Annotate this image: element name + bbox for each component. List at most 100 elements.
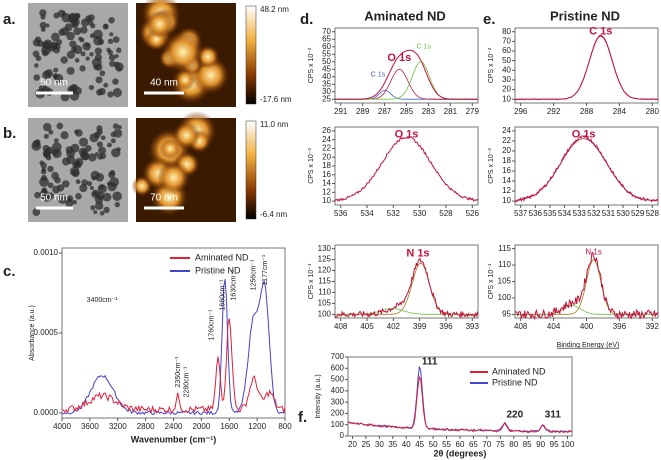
y-tick-label: 18 [502,156,511,165]
particle [61,11,66,16]
particle [88,153,97,162]
x-tick-label: 396 [439,322,453,331]
x-tick-label: 80 [509,440,518,449]
panel-label: b. [3,125,16,142]
particle [113,128,123,138]
particle [108,17,115,24]
particle [39,189,50,200]
y-tick-label: 95 [502,309,511,318]
colorbar [245,120,257,220]
x-tick-label: 85 [523,440,532,449]
y-tick-label: 100 [331,420,345,429]
y-tick-label: 20 [502,85,511,94]
y-tick-label: 600 [331,363,345,372]
y-tick-label: 120 [318,266,332,275]
x-tick-label: 532 [387,209,401,218]
y-axis-label: CPS x 10⁻² [308,47,315,83]
y-tick-label: 0.0000 [34,408,59,417]
y-tick-label: 20 [322,152,331,161]
x-tick-label: 3600 [81,422,99,431]
y-tick-label: 130 [318,244,332,253]
x-tick-label: 50 [429,440,438,449]
particle [102,23,109,30]
fit-component [335,68,478,100]
y-tick-label: 700 [331,352,345,361]
peak-label: O 1s [572,129,596,141]
particle [89,133,99,143]
y-tick-label: 200 [331,409,345,418]
afm-blob [159,138,181,160]
particle [74,58,80,63]
x-axis-label: Wavenumber (cm⁻¹) [131,434,216,444]
particle [107,38,114,45]
particle [113,61,120,68]
particle [60,56,68,64]
particle [52,148,62,159]
afm-blob [145,10,174,39]
x-tick-label: 408 [334,322,348,331]
particle [68,12,78,23]
x-tick-label: 65 [469,440,478,449]
particle [97,184,107,194]
scale-label: 50 nm [40,78,68,89]
y-axis-label: CPS x 10⁻¹ [488,263,495,299]
y-tick-label: 24 [502,126,511,135]
xps-spectrum [334,136,479,202]
particle [88,84,95,91]
y-tick-label: 0.0010 [34,248,59,257]
particle [32,50,40,58]
afm-blob [157,161,191,195]
y-tick-label: 400 [331,386,345,395]
particle [39,160,45,166]
particle [62,180,70,188]
particle [34,191,41,199]
y-tick-label: 35 [322,79,331,88]
particle [79,184,88,193]
x-tick-label: 393 [466,322,480,331]
y-tick-label: 50 [502,56,511,65]
y-tick-label: 22 [502,136,511,145]
x-tick-label: 408 [514,322,528,331]
x-tick-label: 40 [402,440,411,449]
colorbar-max: 11.0 nm [260,120,289,129]
particle [100,135,106,141]
y-tick-label: 500 [331,375,345,384]
particle [80,51,86,57]
ftir-pristine [62,279,286,416]
peak-label: O 1s [395,129,419,141]
particle [84,145,92,152]
particle [40,14,46,20]
particle [39,9,47,17]
particle [66,66,75,75]
fit-component [335,89,478,100]
peak-annotation: 1760cm⁻¹ [208,309,215,341]
particle [48,129,54,135]
particle [52,73,59,80]
scale-label: 40 nm [150,78,178,89]
y-tick-label: 24 [322,135,331,144]
legend-label: Pristine ND [195,265,241,275]
particle [47,165,54,173]
x-tick-label: 537 [514,209,528,218]
particle [71,169,80,178]
particle [108,171,116,179]
particle [90,23,96,29]
particle [93,35,103,46]
y-tick-label: 14 [322,179,331,188]
afm-blob [172,121,201,150]
particle [79,65,86,72]
y-tick-label: 0.0005 [34,328,59,337]
particle [66,195,74,202]
colorbar-min: -17.6 nm [260,95,292,104]
particle [97,154,104,160]
particle [65,146,74,154]
peak-annotation: 1630cm⁻¹ [231,269,238,301]
particle [73,27,82,36]
colorbar [245,5,257,105]
particle [95,89,103,96]
particle [31,141,42,151]
y-tick-label: 30 [502,75,511,84]
y-tick-label: 30 [322,87,331,96]
peak-label: O 1s [387,52,411,64]
